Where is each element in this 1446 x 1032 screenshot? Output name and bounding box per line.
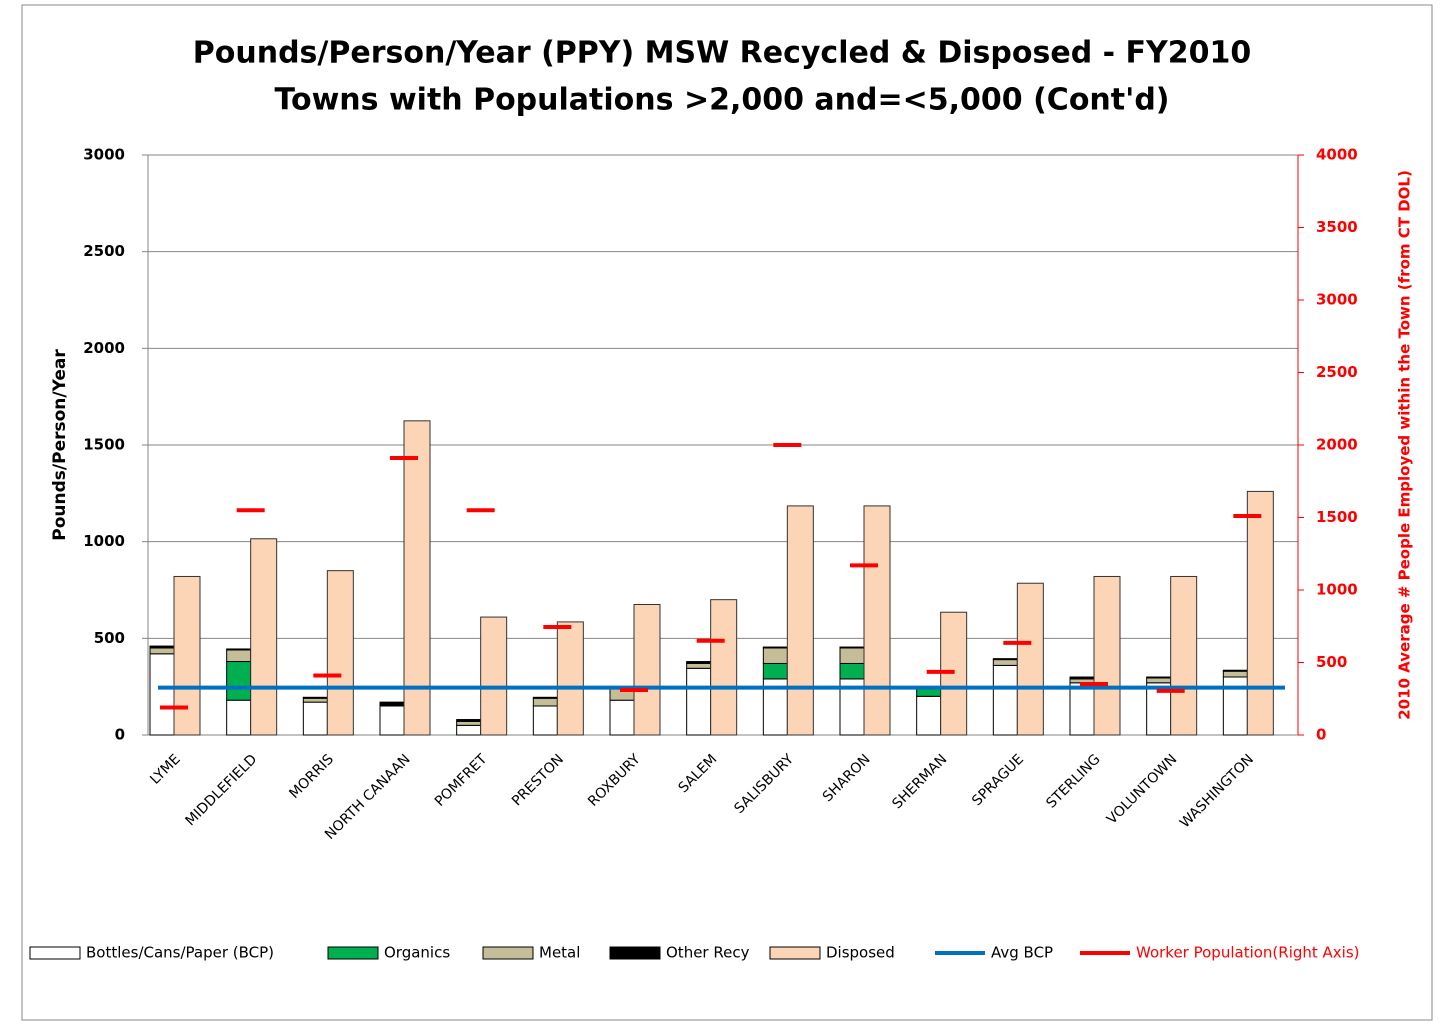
- stacked-bar: [302, 696, 328, 699]
- legend-swatch: [769, 946, 821, 960]
- stacked-bar: [916, 688, 942, 697]
- y-tick-label: 3000: [83, 146, 125, 164]
- stacked-bar: [532, 697, 558, 707]
- bar: [556, 621, 584, 736]
- bar: [1016, 582, 1044, 736]
- y-tick-label: 2500: [83, 242, 125, 260]
- stacked-bar: [226, 661, 252, 701]
- y-axis-label: Pounds/Person/Year: [50, 349, 70, 541]
- stacked-bar: [1222, 669, 1248, 672]
- stacked-bar: [839, 646, 865, 649]
- legend-label: Other Recy: [666, 944, 750, 962]
- y2-tick-label: 0: [1316, 726, 1326, 744]
- bar: [786, 505, 814, 736]
- y2-tick-label: 1000: [1316, 581, 1358, 599]
- stacked-bar: [149, 645, 175, 649]
- stacked-bar: [686, 667, 712, 736]
- stacked-bar: [226, 649, 252, 663]
- y2-tick-label: 4000: [1316, 146, 1358, 164]
- stacked-bar: [226, 699, 252, 736]
- bar: [1093, 575, 1121, 736]
- y-tick-label: 0: [115, 726, 125, 744]
- y2-tick-label: 3500: [1316, 218, 1358, 236]
- bar: [326, 570, 354, 736]
- y2-tick-label: 2000: [1316, 436, 1358, 454]
- stacked-bar: [609, 699, 635, 736]
- y2-tick-label: 2500: [1316, 363, 1358, 381]
- stacked-bar: [226, 648, 252, 651]
- y2-tick-label: 3000: [1316, 291, 1358, 309]
- y-tick-label: 2000: [83, 339, 125, 357]
- stacked-bar: [532, 705, 558, 736]
- stacked-bar: [379, 705, 405, 736]
- y2-tick-label: 500: [1316, 653, 1347, 671]
- stacked-bar: [1069, 676, 1095, 680]
- stacked-bar: [456, 724, 482, 736]
- stacked-bar: [1146, 677, 1172, 684]
- stacked-bar: [762, 647, 788, 664]
- bar: [863, 505, 891, 736]
- bar: [173, 575, 201, 736]
- stacked-bar: [839, 662, 865, 680]
- stacked-bar: [916, 695, 942, 736]
- stacked-bar: [302, 697, 328, 703]
- legend-swatch: [609, 946, 661, 960]
- legend-label: Disposed: [826, 944, 895, 962]
- bar: [250, 538, 278, 736]
- legend-label: Bottles/Cans/Paper (BCP): [86, 944, 274, 962]
- y2-axis-label: 2010 Average # People Employed within th…: [1396, 170, 1414, 720]
- stacked-bar: [1222, 670, 1248, 678]
- bar: [1170, 575, 1198, 736]
- y-tick-label: 1500: [83, 436, 125, 454]
- stacked-bar: [532, 696, 558, 699]
- bar: [480, 616, 508, 736]
- stacked-bar: [456, 720, 482, 726]
- stacked-bar: [379, 701, 405, 706]
- legend-label: Worker Population(Right Axis): [1136, 944, 1360, 962]
- stacked-bar: [149, 647, 175, 655]
- stacked-bar: [1146, 676, 1172, 679]
- stacked-bar: [302, 701, 328, 736]
- stacked-bar: [992, 658, 1018, 661]
- legend-label: Organics: [384, 944, 450, 962]
- stacked-bar: [149, 653, 175, 736]
- legend-swatch: [29, 946, 81, 960]
- stacked-bar: [839, 647, 865, 664]
- stacked-bar: [992, 664, 1018, 736]
- bar: [633, 604, 661, 736]
- y-tick-label: 500: [94, 629, 125, 647]
- legend-label: Avg BCP: [991, 944, 1053, 962]
- stacked-bar: [762, 662, 788, 680]
- chart-frame: [21, 4, 1433, 1021]
- chart-title: Pounds/Person/Year (PPY) MSW Recycled & …: [193, 36, 1251, 71]
- stacked-bar: [762, 646, 788, 649]
- legend-swatch: [482, 946, 534, 960]
- bar: [710, 599, 738, 736]
- stacked-bar: [992, 659, 1018, 666]
- y2-tick-label: 1500: [1316, 508, 1358, 526]
- stacked-bar: [686, 661, 712, 664]
- stacked-bar: [456, 719, 482, 722]
- stacked-bar: [686, 662, 712, 669]
- bar: [403, 420, 431, 736]
- y-tick-label: 1000: [83, 532, 125, 550]
- chart-subtitle: Towns with Populations >2,000 and=<5,000…: [274, 83, 1169, 118]
- bar: [1246, 490, 1274, 736]
- legend-label: Metal: [539, 944, 580, 962]
- legend-swatch: [327, 946, 379, 960]
- stacked-bar: [1069, 682, 1095, 736]
